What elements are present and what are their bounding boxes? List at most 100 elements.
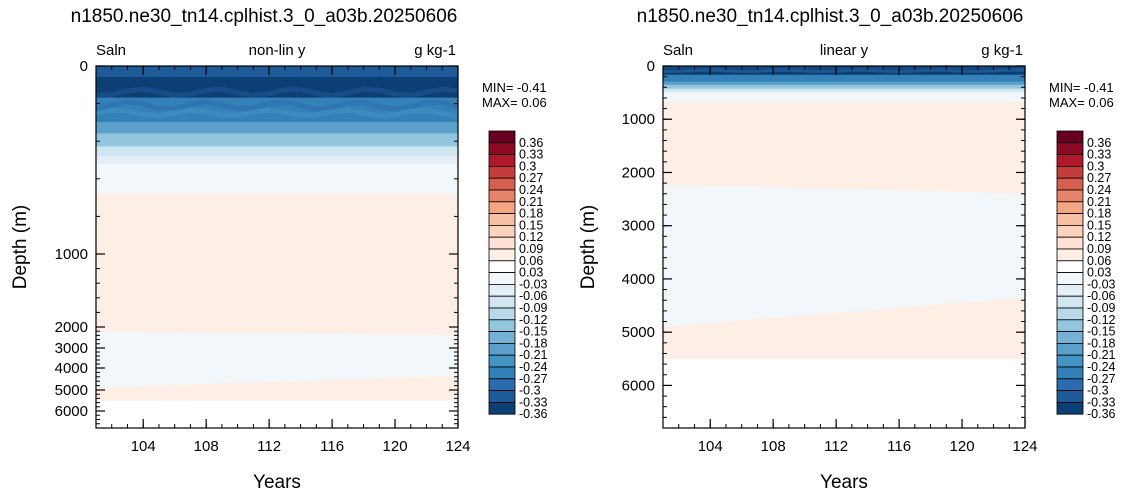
colorbar-box xyxy=(1056,224,1084,238)
panel-linear: 104 108 112 116 120 124 0 1000 2000 3000 4000 5000 6… xyxy=(578,6,1116,493)
variable-label: Saln xyxy=(663,42,693,59)
colorbar-label: -0.03 xyxy=(1087,277,1116,291)
colorbar-box xyxy=(488,248,516,262)
colorbar-box xyxy=(1056,307,1084,321)
colorbar-label: 0.27 xyxy=(1087,171,1111,185)
colorbar-label: -0.21 xyxy=(1087,348,1116,362)
max-value-text: MAX= 0.06 xyxy=(482,95,547,110)
colorbar-label: 0.09 xyxy=(519,242,543,256)
colorbar-box xyxy=(488,177,516,191)
field-band-transition-5 xyxy=(662,93,1026,97)
chart-title: n1850.ne30_tn14.cplhist.3_0_a03b.2025060… xyxy=(71,6,458,27)
colorbar-box xyxy=(1056,213,1084,226)
colorbar-label: 0.12 xyxy=(519,230,543,244)
colorbar-box xyxy=(488,236,516,250)
plot-frame xyxy=(95,65,459,429)
y-tick-label: 6000 xyxy=(55,403,88,420)
colorbar-label: 0.21 xyxy=(519,195,543,209)
colorbar-label: 0.12 xyxy=(1087,230,1111,244)
scale-label: linear y xyxy=(820,42,869,59)
colorbar-box xyxy=(1056,154,1084,167)
colorbar-label: 0.18 xyxy=(519,207,543,221)
colorbar-label: -0.33 xyxy=(1087,395,1116,409)
colorbar-box xyxy=(1056,189,1084,203)
colorbar-label: 0.36 xyxy=(519,136,543,150)
colorbar-label: -0.3 xyxy=(519,384,541,398)
colorbar-label: -0.24 xyxy=(519,360,548,374)
field-band-thermocline xyxy=(662,74,1026,83)
colorbar-box xyxy=(1056,366,1084,380)
x-tick-label: 104 xyxy=(698,438,723,455)
colorbar-label: -0.09 xyxy=(1087,301,1116,315)
field-contour-streak xyxy=(95,86,459,99)
x-tick-label: 120 xyxy=(950,438,975,455)
min-value-text: MIN= -0.41 xyxy=(482,80,547,95)
colorbar-label: -0.27 xyxy=(519,372,548,386)
max-value-text: MAX= 0.06 xyxy=(1049,95,1114,110)
colorbar-box xyxy=(488,331,516,344)
colorbar-box xyxy=(488,378,516,391)
field-band-transition-4 xyxy=(662,91,1026,94)
colorbar-box xyxy=(1056,295,1084,309)
colorbar-label: 0.24 xyxy=(519,183,543,197)
colorbar-label: -0.06 xyxy=(1087,289,1116,303)
field-band-salty-intermediate xyxy=(95,193,459,336)
colorbar-box xyxy=(1056,401,1084,415)
colorbar-label: -0.18 xyxy=(519,336,548,350)
scale-label: non-lin y xyxy=(249,42,306,59)
colorbar-label: 0.36 xyxy=(1087,136,1111,150)
y-tick-label: 1000 xyxy=(55,246,88,263)
colorbar-box xyxy=(1056,142,1084,156)
colorbar-box xyxy=(1056,130,1084,144)
units-label: g kg-1 xyxy=(414,42,456,59)
y-axis-title: Depth (m) xyxy=(10,205,31,289)
x-tick-label: 112 xyxy=(824,438,848,455)
x-tick-label: 108 xyxy=(194,438,219,455)
colorbar-box xyxy=(488,319,516,332)
colorbar-box xyxy=(1056,165,1084,179)
colorbar-box xyxy=(1056,342,1084,356)
x-axis-title: Years xyxy=(820,472,868,493)
y-tick-label: 5000 xyxy=(622,324,655,341)
colorbar-box xyxy=(488,130,516,144)
y-tick-label: 0 xyxy=(80,58,88,75)
chart-title: n1850.ne30_tn14.cplhist.3_0_a03b.2025060… xyxy=(637,6,1024,27)
min-value-text: MIN= -0.41 xyxy=(1049,80,1114,95)
colorbar-box xyxy=(488,142,516,156)
colorbar-label: -0.03 xyxy=(519,277,548,291)
colorbar-label: -0.06 xyxy=(519,289,548,303)
colorbar-box xyxy=(1056,248,1084,262)
colorbar-box xyxy=(1056,390,1084,403)
units-label: g kg-1 xyxy=(981,42,1023,59)
colorbar-label: -0.18 xyxy=(1087,336,1116,350)
colorbar-box xyxy=(488,354,516,368)
colorbar-label: 0.24 xyxy=(1087,183,1111,197)
colorbar-box xyxy=(1056,201,1084,215)
field-band-transition-1 xyxy=(662,81,1026,86)
colorbar-label: 0.15 xyxy=(519,218,543,232)
colorbar-label: -0.27 xyxy=(1087,372,1116,386)
field-band-transition-5 xyxy=(95,163,459,172)
field-band-transition-2 xyxy=(662,84,1026,90)
colorbar-label: 0.27 xyxy=(519,171,543,185)
colorbar-label: -0.15 xyxy=(1087,325,1116,339)
colorbar-label: -0.12 xyxy=(519,313,548,327)
field-band-transition-4 xyxy=(95,155,459,165)
colorbar-box xyxy=(1056,354,1084,368)
colorbar-box xyxy=(488,154,516,167)
x-tick-label: 104 xyxy=(131,438,156,455)
field-contour-streak xyxy=(95,99,459,112)
y-tick-label: 1000 xyxy=(622,111,655,128)
colorbar-box xyxy=(488,213,516,226)
colorbar-box xyxy=(488,224,516,238)
colorbar-box xyxy=(488,366,516,380)
x-tick-label: 124 xyxy=(445,438,470,455)
y-tick-label: 4000 xyxy=(622,271,655,288)
colorbar-box xyxy=(1056,378,1084,391)
colorbar-label: 0.03 xyxy=(1087,266,1111,280)
field-band-transition-3 xyxy=(95,146,459,157)
field-band-near-zero-1 xyxy=(662,95,1026,103)
field-band-salty-intermediate xyxy=(662,101,1026,195)
colorbar-box xyxy=(488,342,516,356)
colorbar-label: 0.06 xyxy=(1087,254,1111,268)
